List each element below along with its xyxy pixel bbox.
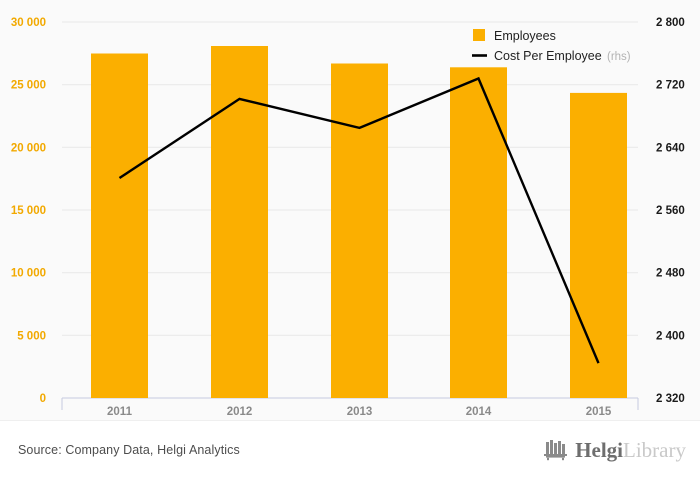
right-tick-label: 2 800	[656, 17, 685, 29]
left-tick-label: 20 000	[11, 142, 46, 154]
chart-footer: Source: Company Data, Helgi Analytics He…	[0, 420, 700, 483]
library-books-icon	[544, 440, 568, 461]
legend-label-rhs-note: (rhs)	[607, 51, 631, 63]
x-tick-label: 2011	[107, 406, 133, 418]
right-tick-label: 2 480	[656, 268, 685, 280]
legend-swatch-employees	[473, 29, 485, 41]
legend-label-cost-per-employee[interactable]: Cost Per Employee	[494, 49, 602, 63]
x-tick-label: 2012	[227, 406, 253, 418]
combo-chart-canvas: 30 000 25 000 20 000 15 000 10 000 5 000…	[11, 17, 685, 418]
bar-2011[interactable]	[91, 53, 148, 399]
chart-legend: Employees Cost Per Employee (rhs)	[472, 29, 631, 63]
brand-wordmark: HelgiLibrary	[575, 437, 686, 462]
line-series-cost-per-employee	[118, 76, 600, 364]
x-tick-label: 2013	[347, 406, 373, 418]
right-axis-ticks: 2 800 2 720 2 640 2 560 2 480 2 400 2 32…	[656, 17, 685, 405]
legend-label-employees[interactable]: Employees	[494, 29, 556, 43]
bar-2015[interactable]	[570, 92, 627, 399]
x-axis-ticks: 2011 2012 2013 2014 2015	[107, 406, 612, 418]
left-tick-label: 10 000	[11, 268, 46, 280]
left-tick-label: 0	[40, 393, 46, 405]
helgi-library-logo[interactable]: HelgiLibrary	[543, 439, 686, 461]
left-axis-ticks: 30 000 25 000 20 000 15 000 10 000 5 000…	[11, 17, 46, 405]
bar-2014[interactable]	[450, 67, 507, 399]
x-tick-label: 2014	[466, 406, 492, 418]
right-tick-label: 2 640	[656, 142, 685, 154]
left-tick-label: 25 000	[11, 80, 46, 92]
bar-series-employees	[91, 46, 627, 399]
brand-name-primary: Helgi	[575, 437, 624, 462]
right-tick-label: 2 720	[656, 80, 685, 92]
brand-name-secondary: Library	[623, 437, 686, 462]
left-tick-label: 30 000	[11, 17, 46, 29]
source-note: Source: Company Data, Helgi Analytics	[18, 443, 240, 457]
x-tick-label: 2015	[586, 406, 612, 418]
right-tick-label: 2 560	[656, 205, 685, 217]
right-tick-label: 2 400	[656, 330, 685, 342]
bar-2013[interactable]	[331, 63, 388, 399]
left-tick-label: 15 000	[11, 205, 46, 217]
left-tick-label: 5 000	[17, 330, 46, 342]
cost-per-employee-line[interactable]	[118, 76, 600, 364]
right-tick-label: 2 320	[656, 393, 685, 405]
